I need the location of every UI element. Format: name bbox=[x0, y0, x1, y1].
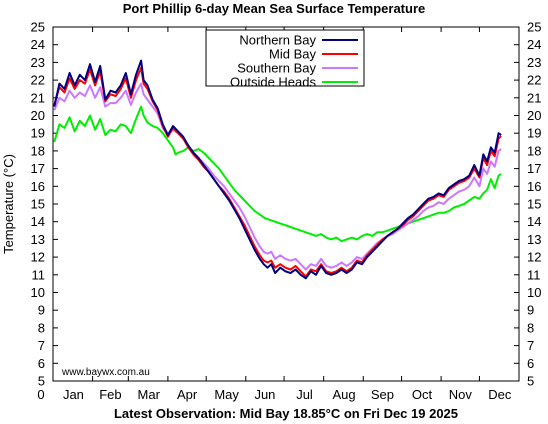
y-tick-label: 15 bbox=[527, 197, 541, 212]
y-tick-label: 12 bbox=[31, 250, 45, 265]
series-line-northern-bay bbox=[53, 59, 502, 280]
x-tick-label: Aug bbox=[333, 387, 356, 402]
y-tick-label: 18 bbox=[31, 143, 45, 158]
y-tick-label: 7 bbox=[527, 338, 534, 353]
y-tick-label: 19 bbox=[31, 126, 45, 141]
series-line-outside-heads bbox=[53, 105, 502, 243]
y-axis-label: Temperature (°C) bbox=[1, 154, 16, 254]
y-tick-label: 9 bbox=[38, 303, 45, 318]
x-tick-label: May bbox=[214, 387, 239, 402]
y-tick-label: 14 bbox=[527, 214, 541, 229]
y-tick-label: 9 bbox=[527, 303, 534, 318]
y-tick-label: 8 bbox=[527, 320, 534, 335]
x-tick-label: Jan bbox=[63, 387, 84, 402]
y-tick-label: 21 bbox=[527, 90, 541, 105]
y-tick-label: 19 bbox=[527, 126, 541, 141]
y-tick-label: 15 bbox=[31, 197, 45, 212]
y-tick-label: 5 bbox=[527, 374, 534, 389]
y-tick-label: 11 bbox=[32, 267, 46, 282]
y-tick-label: 25 bbox=[31, 20, 45, 35]
legend-label: Mid Bay bbox=[269, 47, 316, 62]
y-tick-label: 16 bbox=[31, 179, 45, 194]
x-axis-label: Latest Observation: Mid Bay 18.85°C on F… bbox=[114, 406, 458, 421]
x-tick-label: 0 bbox=[37, 387, 44, 402]
x-tick-labels: 0 Jan Feb Mar Apr May Jun Jul Aug Sep Oct Nov Dec bbox=[37, 387, 512, 402]
y-tick-label: 21 bbox=[31, 90, 45, 105]
y-tick-label: 23 bbox=[527, 55, 541, 70]
y-tick-label: 24 bbox=[31, 37, 45, 52]
x-tick-label: Feb bbox=[99, 387, 121, 402]
legend-label: Outside Heads bbox=[230, 75, 316, 90]
y-tick-label: 17 bbox=[527, 161, 541, 176]
y-tick-label: 17 bbox=[31, 161, 45, 176]
y-tick-label: 22 bbox=[31, 73, 45, 88]
y-tick-label: 12 bbox=[527, 250, 541, 265]
y-tick-label: 8 bbox=[38, 320, 45, 335]
y-tick-label: 23 bbox=[31, 55, 45, 70]
y-tick-label: 14 bbox=[31, 214, 45, 229]
y-tick-label: 24 bbox=[527, 37, 541, 52]
y-tick-label: 5 bbox=[38, 374, 45, 389]
y-tick-label: 11 bbox=[527, 267, 541, 282]
x-tick-label: Oct bbox=[412, 387, 433, 402]
y-tick-labels-right: 5 6 7 8 9 10 11 12 13 14 15 16 17 18 19 20 21 22 23 24 25 bbox=[527, 20, 541, 389]
legend-label: Southern Bay bbox=[237, 61, 316, 76]
watermark: www.baywx.com.au bbox=[61, 367, 150, 378]
x-tick-label: Apr bbox=[177, 387, 198, 402]
y-tick-label: 7 bbox=[38, 338, 45, 353]
x-tick-label: Jun bbox=[254, 387, 275, 402]
axis-ticks bbox=[53, 26, 519, 382]
y-tick-label: 20 bbox=[527, 108, 541, 123]
series-line-southern-bay bbox=[53, 82, 502, 271]
x-tick-label: Jul bbox=[296, 387, 313, 402]
y-tick-label: 18 bbox=[527, 143, 541, 158]
y-tick-label: 10 bbox=[31, 285, 45, 300]
x-tick-label: Mar bbox=[138, 387, 161, 402]
y-tick-label: 16 bbox=[527, 179, 541, 194]
chart-title: Port Phillip 6-day Mean Sea Surface Temp… bbox=[123, 1, 425, 16]
y-tick-label: 6 bbox=[38, 356, 45, 371]
x-tick-label: Dec bbox=[488, 387, 512, 402]
y-tick-label: 13 bbox=[31, 232, 45, 247]
y-tick-label: 20 bbox=[31, 108, 45, 123]
y-tick-label: 22 bbox=[527, 73, 541, 88]
y-tick-label: 25 bbox=[527, 20, 541, 35]
y-tick-label: 10 bbox=[527, 285, 541, 300]
y-tick-labels-left: 5 6 7 8 9 10 11 12 13 14 15 16 17 18 19 20 21 22 23 24 25 bbox=[31, 20, 45, 389]
x-tick-label: Nov bbox=[449, 387, 473, 402]
x-tick-label: Sep bbox=[371, 387, 394, 402]
legend-label: Northern Bay bbox=[239, 33, 316, 48]
series-lines bbox=[53, 59, 502, 280]
y-tick-label: 13 bbox=[527, 232, 541, 247]
series-line-mid-bay bbox=[53, 66, 502, 278]
y-tick-label: 6 bbox=[527, 356, 534, 371]
